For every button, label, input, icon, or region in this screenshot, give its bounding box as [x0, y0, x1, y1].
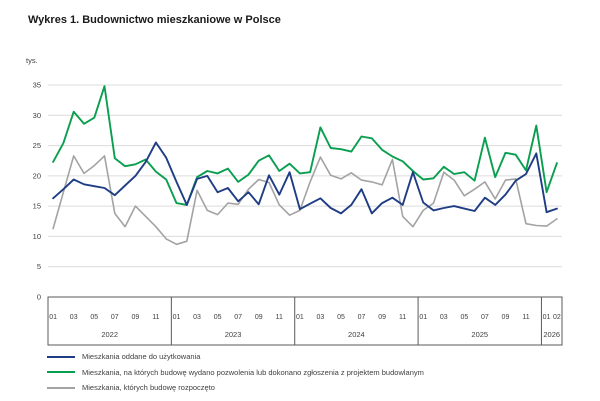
x-year-label: 2026	[543, 330, 560, 339]
series-line-pozwolenia	[52, 85, 558, 206]
legend: Mieszkania oddane do użytkowania Mieszkan…	[47, 349, 424, 396]
y-tick-label: 20	[33, 171, 41, 180]
x-year-label: 2025	[471, 330, 488, 339]
y-tick-label: 35	[33, 81, 41, 90]
chart-title: Wykres 1. Budownictwo mieszkaniowe w Pol…	[28, 14, 281, 26]
legend-row-pozwolenia: Mieszkania, na których budowę wydano poz…	[47, 365, 424, 381]
x-year-label: 2023	[225, 330, 242, 339]
y-tick-label: 15	[33, 202, 41, 211]
x-month-label: 02	[553, 314, 561, 321]
x-month-label: 09	[255, 314, 263, 321]
x-month-label: 05	[90, 314, 98, 321]
legend-label-oddane: Mieszkania oddane do użytkowania	[82, 352, 201, 362]
x-month-label: 11	[522, 314, 529, 321]
x-month-label: 05	[337, 314, 345, 321]
x-month-label: 09	[131, 314, 139, 321]
legend-swatch-rozpoczete	[47, 386, 75, 389]
x-month-label: 01	[173, 314, 181, 321]
legend-label-rozpoczete: Mieszkania, których budowę rozpoczęto	[82, 383, 215, 393]
series-line-oddane	[52, 141, 558, 215]
x-month-label: 05	[214, 314, 222, 321]
legend-label-pozwolenia: Mieszkania, na których budowę wydano poz…	[82, 367, 424, 377]
x-month-label: 01	[296, 314, 304, 321]
y-tick-label: 0	[37, 293, 41, 302]
y-tick-label: 10	[33, 232, 41, 241]
x-month-label: 11	[152, 314, 159, 321]
y-tick-label: 30	[33, 111, 41, 120]
y-tick-label: 25	[33, 141, 41, 150]
y-tick-label: 5	[37, 262, 41, 271]
legend-row-rozpoczete: Mieszkania, których budowę rozpoczęto	[47, 380, 424, 396]
x-month-label: 03	[440, 314, 448, 321]
x-month-label: 01	[419, 314, 427, 321]
y-axis-unit-label: tys.	[26, 56, 38, 65]
x-month-label: 07	[358, 314, 366, 321]
x-month-label: 07	[481, 314, 489, 321]
x-year-label: 2024	[348, 330, 365, 339]
series-line-rozpoczete	[52, 155, 558, 246]
legend-row-oddane: Mieszkania oddane do użytkowania	[47, 349, 424, 365]
x-month-label: 03	[70, 314, 78, 321]
x-month-label: 11	[276, 314, 283, 321]
legend-swatch-oddane	[47, 355, 75, 358]
x-month-label: 09	[502, 314, 510, 321]
x-year-label: 2022	[101, 330, 118, 339]
x-month-label: 07	[111, 314, 119, 321]
legend-swatch-pozwolenia	[47, 371, 75, 374]
x-month-label: 09	[378, 314, 386, 321]
x-month-label: 01	[49, 314, 57, 321]
x-month-label: 01	[543, 314, 551, 321]
x-month-label: 03	[317, 314, 325, 321]
x-month-label: 03	[193, 314, 201, 321]
x-month-label: 11	[399, 314, 406, 321]
x-axis-box	[47, 296, 563, 346]
x-month-label: 05	[460, 314, 468, 321]
x-month-label: 07	[234, 314, 242, 321]
